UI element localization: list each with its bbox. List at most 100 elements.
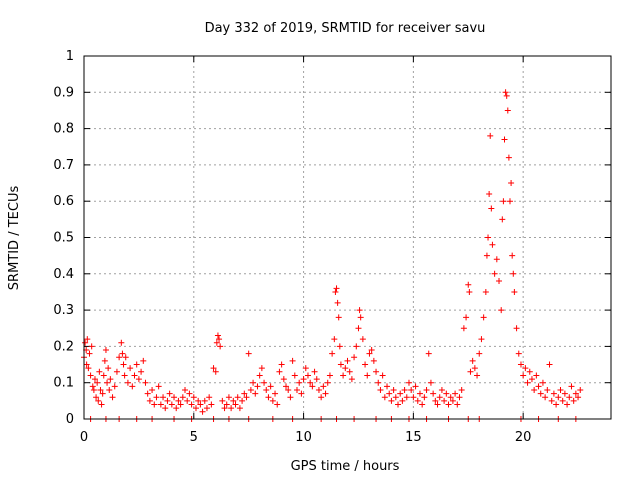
data-point: [261, 379, 268, 386]
data-point: [285, 386, 292, 393]
data-point: [531, 386, 538, 393]
data-point: [175, 397, 182, 404]
y-tick-label: 0.3: [53, 303, 74, 318]
data-point: [336, 343, 343, 350]
data-point: [561, 390, 568, 397]
y-tick-label: 0.9: [53, 85, 74, 100]
data-point: [513, 325, 520, 332]
data-point: [436, 394, 443, 401]
data-point: [368, 347, 375, 354]
data-point: [121, 372, 128, 379]
data-point: [188, 401, 195, 408]
data-point: [359, 336, 366, 343]
data-point: [566, 394, 573, 401]
x-tick-label: 15: [405, 430, 422, 445]
data-point: [326, 372, 333, 379]
data-point: [463, 314, 470, 321]
data-point: [166, 390, 173, 397]
data-point: [274, 401, 281, 408]
data-point: [171, 394, 178, 401]
data-point: [410, 394, 417, 401]
data-point: [307, 379, 314, 386]
data-point: [505, 154, 512, 161]
data-point: [333, 285, 340, 292]
x-tick-label: 10: [295, 430, 312, 445]
data-point: [162, 405, 169, 412]
data-point: [458, 386, 465, 393]
data-point: [311, 368, 318, 375]
data-point: [528, 376, 535, 383]
data-point: [414, 397, 421, 404]
data-point: [84, 336, 91, 343]
data-point: [392, 394, 399, 401]
data-point: [140, 357, 147, 364]
data-point: [517, 361, 524, 368]
data-point: [91, 376, 98, 383]
data-point: [544, 386, 551, 393]
data-point: [500, 198, 507, 205]
data-point: [501, 136, 508, 143]
data-point: [293, 386, 300, 393]
data-point: [155, 383, 162, 390]
data-point: [96, 368, 103, 375]
data-point: [353, 343, 360, 350]
data-point: [269, 397, 276, 404]
data-point: [89, 383, 96, 390]
data-point: [318, 394, 325, 401]
data-point: [483, 252, 490, 259]
data-point: [332, 288, 339, 295]
data-point: [157, 401, 164, 408]
data-point: [302, 365, 309, 372]
data-point: [219, 397, 226, 404]
data-point: [467, 368, 474, 375]
data-point: [460, 325, 467, 332]
data-point: [542, 394, 549, 401]
data-point: [87, 372, 94, 379]
data-point: [252, 390, 259, 397]
data-point: [88, 343, 95, 350]
data-point: [86, 350, 93, 357]
data-point: [265, 394, 272, 401]
data-point: [539, 379, 546, 386]
data-point: [313, 376, 320, 383]
data-point: [276, 368, 283, 375]
grid: [84, 56, 611, 419]
data-point: [263, 386, 270, 393]
data-point: [397, 390, 404, 397]
data-point: [366, 350, 373, 357]
data-point: [555, 394, 562, 401]
data-point: [535, 383, 542, 390]
data-point: [447, 394, 454, 401]
data-point: [111, 383, 118, 390]
data-point: [553, 401, 560, 408]
data-point: [105, 365, 112, 372]
data-point: [208, 401, 215, 408]
x-tick-label: 5: [190, 430, 198, 445]
data-point: [427, 379, 434, 386]
data-point: [101, 357, 108, 364]
data-point: [346, 368, 353, 375]
data-point: [381, 394, 388, 401]
data-point: [119, 350, 126, 357]
data-point: [223, 401, 230, 408]
data-point: [213, 339, 220, 346]
data-point: [537, 390, 544, 397]
data-point: [466, 288, 473, 295]
data-point: [256, 372, 263, 379]
y-tick-label: 0.5: [53, 231, 74, 246]
data-point: [568, 383, 575, 390]
data-point: [489, 241, 496, 248]
data-point: [351, 354, 358, 361]
data-point: [254, 383, 261, 390]
data-point: [423, 386, 430, 393]
data-point: [421, 394, 428, 401]
data-point: [120, 361, 127, 368]
data-point: [109, 394, 116, 401]
y-tick-label: 0.7: [53, 158, 74, 173]
data-point: [384, 383, 391, 390]
data-point: [344, 357, 351, 364]
data-point: [287, 394, 294, 401]
data-point: [144, 390, 151, 397]
data-point: [412, 383, 419, 390]
data-point: [386, 390, 393, 397]
